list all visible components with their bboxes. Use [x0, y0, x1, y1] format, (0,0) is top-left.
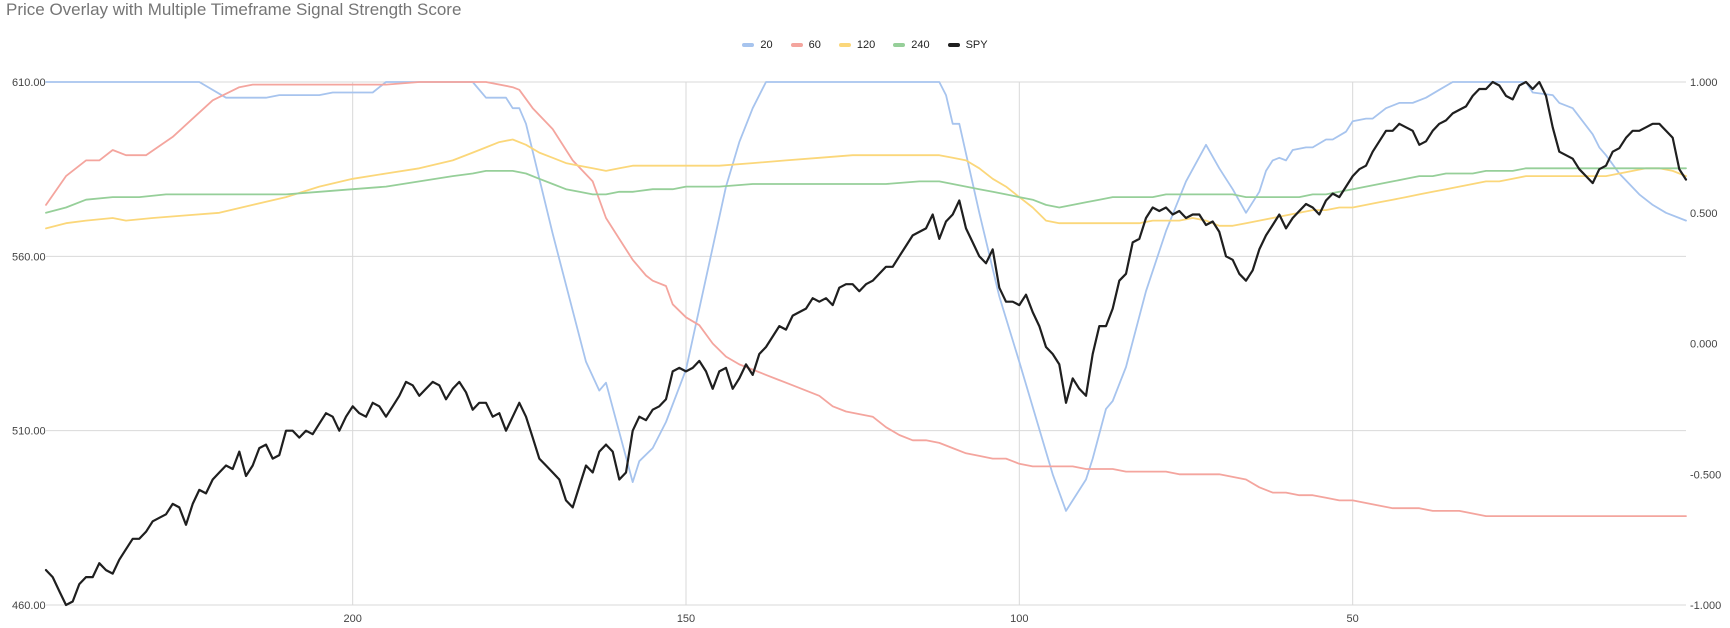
- x-tick-label: 50: [1347, 613, 1359, 625]
- x-tick-label: 150: [677, 613, 695, 625]
- y-right-tick-label: 0.500: [1690, 208, 1718, 220]
- legend-label-spy: SPY: [965, 39, 988, 51]
- legend: 20 60 120 240 SPY: [0, 39, 1730, 51]
- y-right-tick-label: 1.000: [1690, 77, 1718, 89]
- legend-swatch-120: [838, 43, 851, 47]
- legend-label-120: 120: [856, 39, 876, 51]
- y-left-tick-label: 510.00: [12, 426, 46, 438]
- legend-label-60: 60: [808, 39, 821, 51]
- series-line-spy: [44, 80, 1688, 607]
- legend-label-240: 240: [911, 39, 930, 51]
- y-left-tick-label: 610.00: [12, 77, 46, 89]
- y-left-tick-label: 560.00: [12, 251, 46, 263]
- legend-swatch-20: [742, 43, 755, 47]
- legend-item-60: 60: [790, 39, 821, 51]
- legend-swatch-spy: [947, 43, 960, 47]
- series-line-20: [45, 81, 1687, 512]
- legend-swatch-240: [893, 43, 906, 47]
- legend-item-120: 120: [838, 39, 876, 51]
- y-right-tick-label: -0.500: [1690, 469, 1721, 481]
- y-left-tick-label: 460.00: [12, 600, 46, 612]
- legend-item-spy: SPY: [947, 39, 988, 51]
- legend-item-20: 20: [742, 39, 773, 51]
- legend-item-240: 240: [893, 39, 930, 51]
- legend-label-20: 20: [760, 39, 773, 51]
- y-right-tick-label: 0.000: [1690, 339, 1718, 351]
- x-tick-label: 200: [343, 613, 361, 625]
- y-right-tick-label: -1.000: [1690, 600, 1721, 612]
- series-line-240: [45, 167, 1687, 214]
- legend-swatch-60: [790, 43, 803, 47]
- chart-title: Price Overlay with Multiple Timeframe Si…: [6, 0, 462, 19]
- series-line-120: [45, 138, 1687, 230]
- series-line-60: [45, 81, 1687, 517]
- x-tick-label: 100: [1010, 613, 1028, 625]
